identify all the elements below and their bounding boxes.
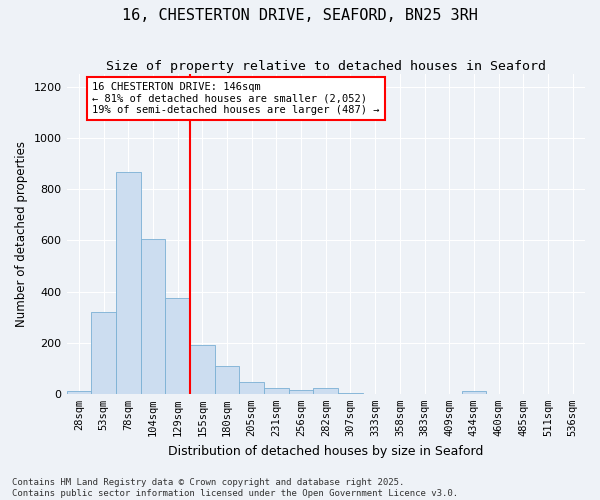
Y-axis label: Number of detached properties: Number of detached properties xyxy=(15,141,28,327)
Bar xyxy=(338,392,363,394)
Bar xyxy=(165,298,190,394)
Bar xyxy=(289,390,313,394)
Bar xyxy=(190,345,215,394)
Bar xyxy=(91,312,116,394)
Bar xyxy=(67,390,91,394)
Bar xyxy=(140,239,165,394)
Bar xyxy=(313,388,338,394)
Title: Size of property relative to detached houses in Seaford: Size of property relative to detached ho… xyxy=(106,60,546,73)
Text: 16 CHESTERTON DRIVE: 146sqm
← 81% of detached houses are smaller (2,052)
19% of : 16 CHESTERTON DRIVE: 146sqm ← 81% of det… xyxy=(92,82,380,115)
Bar xyxy=(116,172,140,394)
Bar xyxy=(264,388,289,394)
Bar xyxy=(215,366,239,394)
Text: Contains HM Land Registry data © Crown copyright and database right 2025.
Contai: Contains HM Land Registry data © Crown c… xyxy=(12,478,458,498)
Bar xyxy=(239,382,264,394)
Text: 16, CHESTERTON DRIVE, SEAFORD, BN25 3RH: 16, CHESTERTON DRIVE, SEAFORD, BN25 3RH xyxy=(122,8,478,22)
X-axis label: Distribution of detached houses by size in Seaford: Distribution of detached houses by size … xyxy=(168,444,484,458)
Bar xyxy=(461,391,486,394)
